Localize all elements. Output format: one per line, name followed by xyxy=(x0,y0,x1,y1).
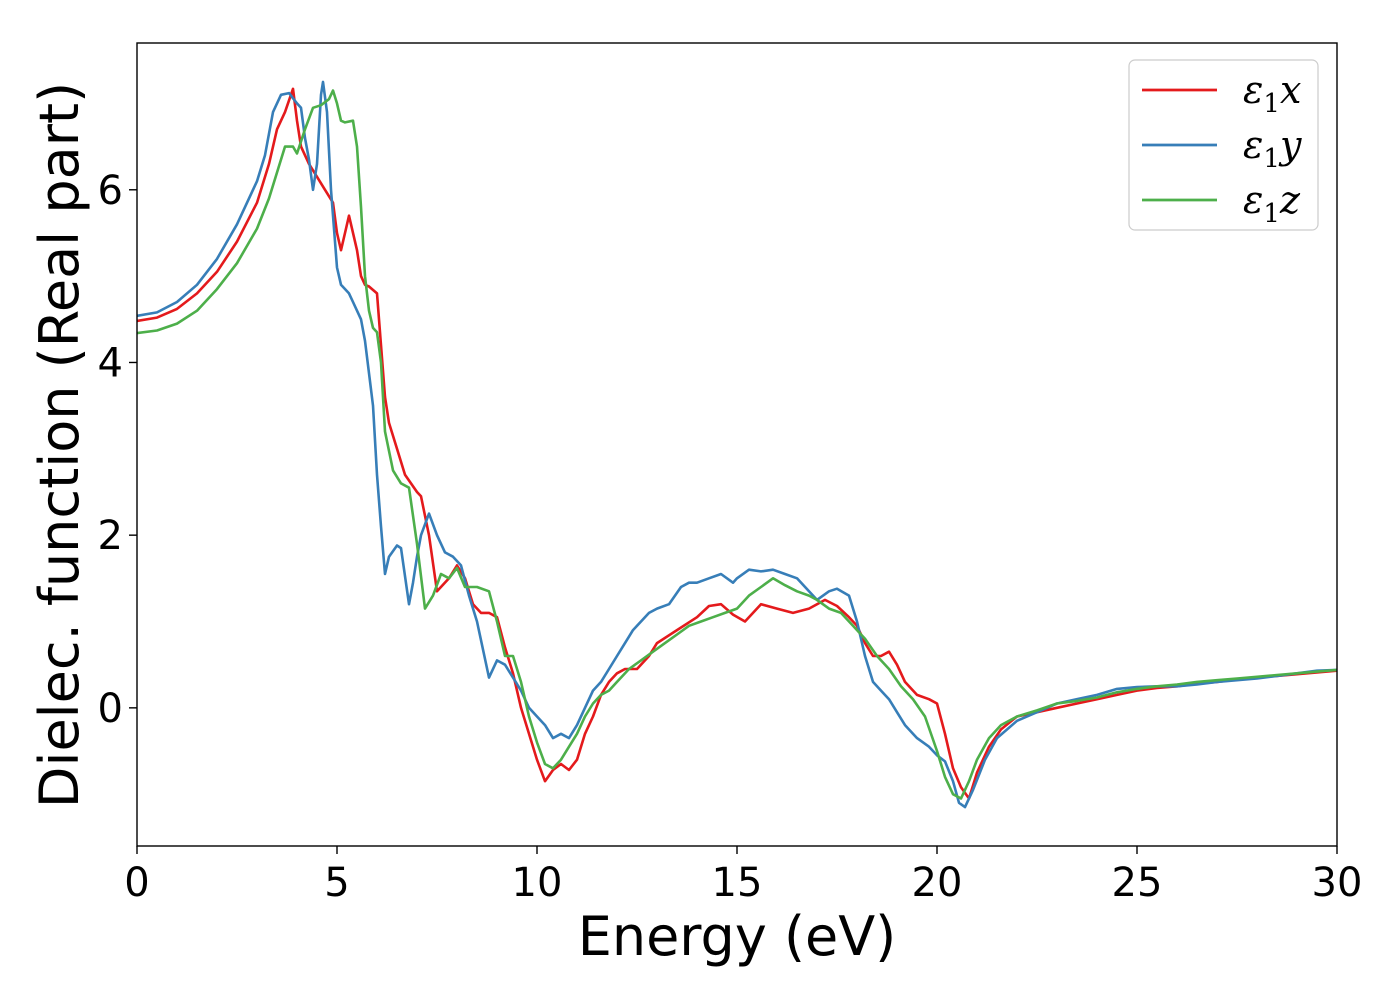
legend-label-x: ε1x xyxy=(1243,68,1301,119)
y-tick-label: 0 xyxy=(98,686,123,732)
legend-label-y: ε1y xyxy=(1243,123,1302,174)
series-line-x xyxy=(137,87,1337,800)
x-tick-label: 25 xyxy=(1112,860,1163,906)
x-tick-label: 30 xyxy=(1312,860,1363,906)
y-tick-label: 6 xyxy=(98,168,123,214)
x-axis-title: Energy (eV) xyxy=(578,905,897,968)
x-axis: 0 5 10 15 20 25 30 xyxy=(124,846,1362,906)
y-tick-label: 2 xyxy=(98,513,123,559)
series-layer xyxy=(137,80,1337,809)
y-tick-label: 4 xyxy=(98,340,123,386)
series-line-z xyxy=(137,89,1337,800)
x-tick-label: 15 xyxy=(712,860,763,906)
y-axis-title: Dielec. function (Real part) xyxy=(28,82,91,808)
x-tick-label: 5 xyxy=(324,860,349,906)
x-tick-label: 10 xyxy=(512,860,563,906)
series-line-y xyxy=(137,80,1337,809)
legend-label-z: ε1z xyxy=(1243,178,1301,229)
y-axis: 0 2 4 6 xyxy=(98,168,137,732)
x-tick-label: 0 xyxy=(124,860,149,906)
x-tick-label: 20 xyxy=(912,860,963,906)
legend-box xyxy=(1128,59,1319,231)
